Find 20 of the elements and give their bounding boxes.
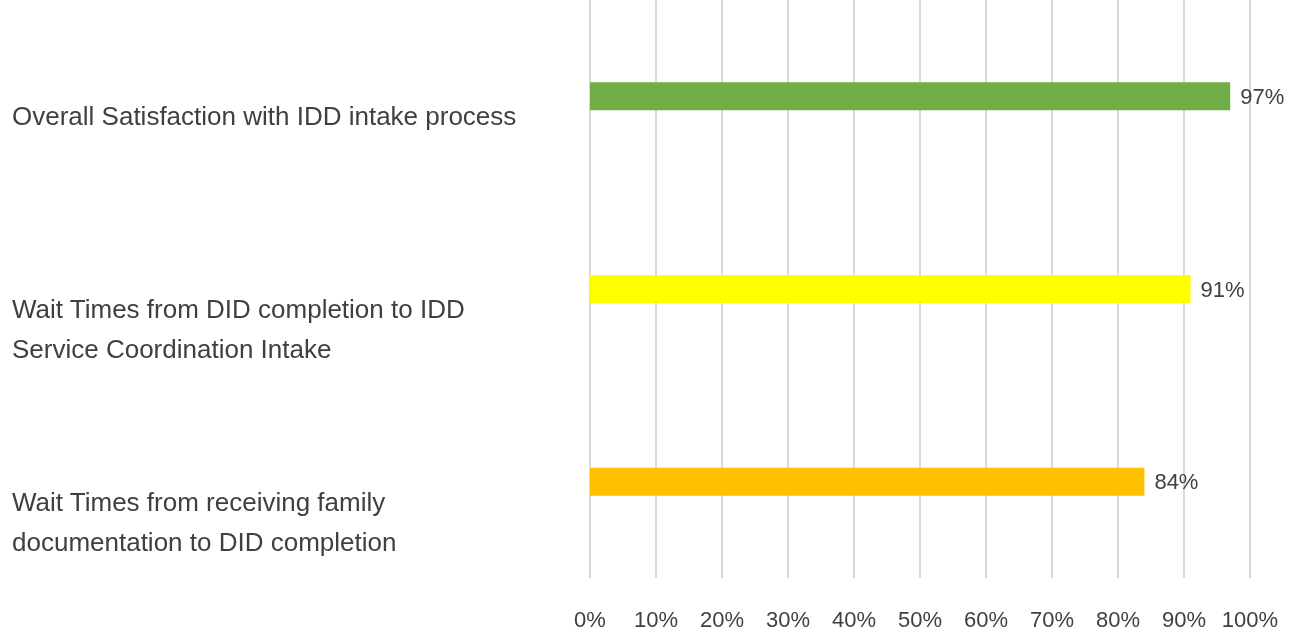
x-tick-label: 30% <box>765 606 811 630</box>
bar <box>590 82 1231 111</box>
x-tick-label: 70% <box>1029 606 1075 630</box>
data-label: 91% <box>1200 276 1245 302</box>
bar <box>590 275 1191 303</box>
data-label: 84% <box>1154 469 1199 495</box>
x-tick-label: 40% <box>831 606 877 630</box>
x-tick-label: 100% <box>1221 606 1279 630</box>
x-tick-label: 80% <box>1095 606 1141 630</box>
y-tick-label: Overall Satisfaction with IDD intake process <box>12 101 517 132</box>
x-tick-label: 0% <box>574 606 606 630</box>
bar <box>590 467 1145 496</box>
y-tick-label: Wait Times from DID completion to IDD Service Coordination Intake <box>12 294 472 364</box>
x-tick-label: 20% <box>699 606 745 630</box>
x-tick-label: 60% <box>963 606 1009 630</box>
data-label: 97% <box>1240 83 1285 109</box>
x-tick-label: 90% <box>1161 606 1207 630</box>
y-tick-label: Wait Times from receiving family documentation to DID completion <box>12 486 397 557</box>
x-tick-label: 50% <box>897 606 943 630</box>
x-tick-label: 10% <box>633 606 679 630</box>
